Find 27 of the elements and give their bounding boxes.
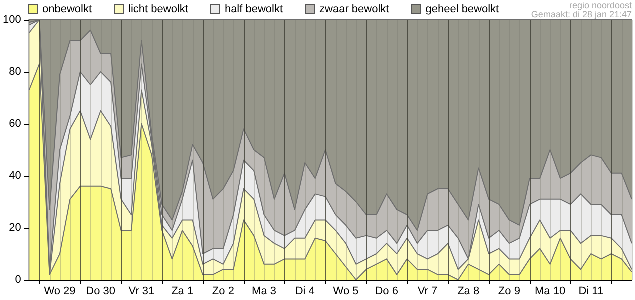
y-tick-label: 20: [9, 222, 22, 234]
x-tick-label: Zo 9: [498, 286, 520, 298]
x-tick-label: Do 6: [375, 286, 398, 298]
x-tick-label: Vr 7: [418, 286, 438, 298]
y-tick-label: 60: [9, 118, 22, 130]
y-tick-label: 100: [2, 14, 22, 26]
x-tick-label: Zo 2: [212, 286, 234, 298]
x-tick-label: Za 1: [172, 286, 194, 298]
x-tick-label: Za 8: [458, 286, 480, 298]
legend-label: licht bewolkt: [128, 4, 188, 16]
x-tick-label: Ma 3: [252, 286, 277, 298]
x-tick-label: Do 30: [86, 286, 116, 298]
legend-label: half bewolkt: [224, 4, 284, 16]
text: regio noordoost: [569, 0, 632, 10]
y-tick-label: 80: [9, 66, 22, 78]
x-tick-label: Wo 5: [333, 286, 359, 298]
legend-label: geheel bewolkt: [426, 4, 500, 16]
x-tick-label: Wo 29: [44, 286, 76, 298]
x-tick-label: Di 4: [295, 286, 315, 298]
x-tick-label: Ma 10: [534, 286, 566, 298]
legend-label: onbewolkt: [42, 4, 92, 16]
x-tick-label: Vr 31: [128, 286, 155, 298]
y-tick-label: 40: [9, 170, 22, 182]
y-tick-label: 0: [15, 274, 22, 286]
legend-label: zwaar bewolkt: [320, 4, 390, 16]
text: Gemaakt: di 28 jan 21:47: [531, 10, 632, 20]
x-tick-label: Di 11: [578, 286, 604, 298]
